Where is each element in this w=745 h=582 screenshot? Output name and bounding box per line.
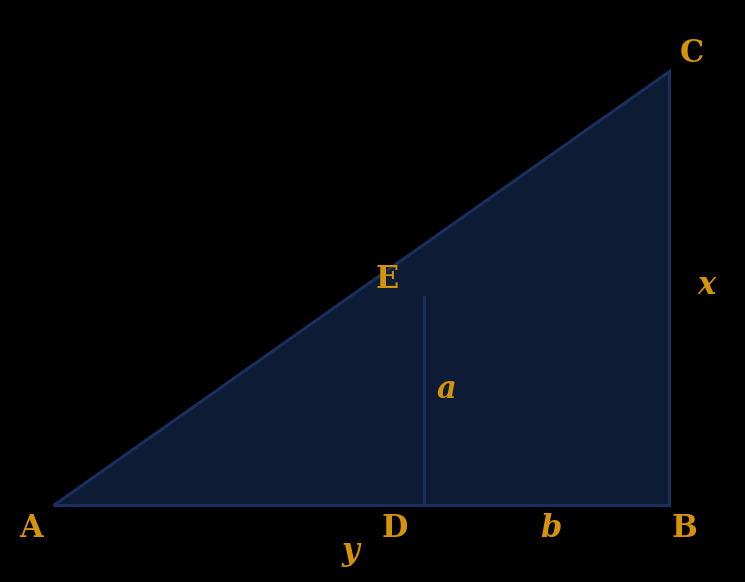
Text: C: C <box>679 38 704 69</box>
Text: B: B <box>671 513 697 544</box>
Text: A: A <box>19 513 43 544</box>
Text: a: a <box>437 374 457 405</box>
Text: x: x <box>697 269 715 301</box>
Text: E: E <box>375 264 399 295</box>
Polygon shape <box>54 71 670 505</box>
Text: b: b <box>540 513 561 544</box>
Text: y: y <box>341 536 359 567</box>
Text: D: D <box>381 513 408 544</box>
